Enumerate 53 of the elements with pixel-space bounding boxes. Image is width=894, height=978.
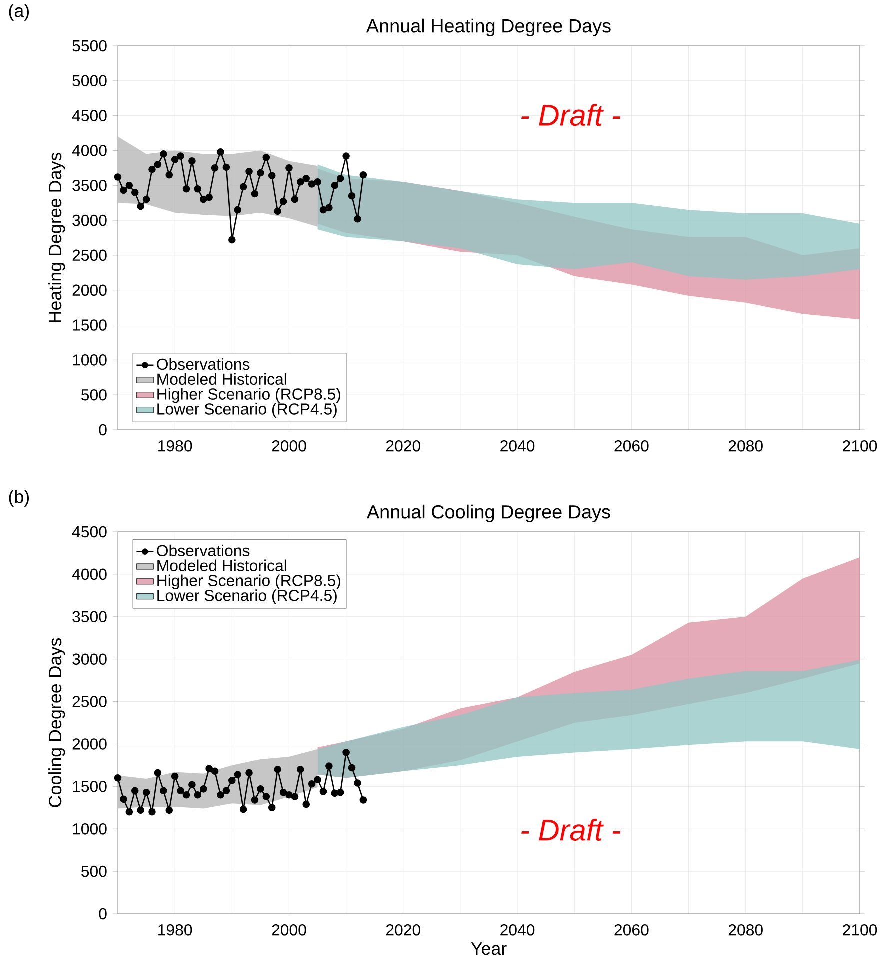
legend-label: Observations (157, 544, 250, 557)
y-tick-label: 5000 (72, 75, 107, 87)
x-tick-label: 2080 (728, 924, 763, 936)
text: (b) (9, 490, 29, 507)
y-tick-label: 1000 (73, 354, 107, 366)
y-tick-label: 2500 (72, 250, 107, 262)
x-tick-label: 2100 (843, 924, 878, 936)
annotation: - Draft - (522, 818, 621, 841)
y-tick-label: 4000 (72, 568, 107, 580)
y-axis-title: Cooling Degree Days (48, 638, 66, 808)
x-tick-label: 2040 (500, 440, 535, 452)
x-tick-label: 2020 (386, 440, 420, 452)
legend-label: Lower Scenario (RCP4.5) (158, 590, 337, 604)
text: (a) (9, 4, 29, 21)
legend-label: Lower Scenario (RCP4.5) (158, 403, 337, 418)
y-tick-label: 500 (82, 389, 107, 401)
y-tick-label: 4000 (72, 145, 107, 156)
x-tick-label: 2000 (272, 440, 306, 452)
x-tick-label: 2060 (614, 440, 649, 452)
x-tick-label: 2040 (500, 924, 535, 936)
x-axis-title: Year (471, 942, 507, 956)
x-tick-label: 1980 (158, 924, 192, 936)
x-tick-label: 2000 (272, 924, 306, 936)
y-tick-label: 1500 (73, 781, 107, 792)
x-tick-label: 2100 (843, 440, 878, 452)
annotation: - Draft - (522, 104, 621, 126)
x-tick-label: 1980 (158, 440, 192, 452)
y-tick-label: 2500 (72, 696, 107, 708)
legend-label: Higher Scenario (RCP8.5) (158, 388, 340, 404)
y-tick-label: 2000 (72, 738, 107, 750)
y-tick-label: 1000 (73, 823, 107, 835)
y-tick-label: 5500 (72, 40, 107, 52)
legend-label: Observations (157, 358, 250, 370)
y-axis-title: Heating Degree Days (48, 152, 66, 322)
y-tick-label: 4500 (72, 526, 107, 538)
chart-title: Annual Heating Degree Days (366, 18, 611, 36)
x-tick-label: 2060 (614, 924, 649, 936)
y-tick-label: 1500 (73, 320, 107, 331)
y-tick-label: 3500 (72, 180, 107, 192)
x-tick-label: 2020 (386, 924, 420, 936)
x-tick-label: 2080 (728, 440, 763, 452)
y-tick-label: 4500 (72, 110, 107, 122)
y-tick-label: 500 (82, 866, 107, 878)
y-tick-label: 0 (99, 908, 107, 920)
legend-label: Higher Scenario (RCP8.5) (158, 574, 340, 590)
chart-title: Annual Cooling Degree Days (366, 504, 610, 522)
y-tick-label: 0 (99, 424, 107, 436)
y-tick-label: 3000 (72, 654, 107, 665)
legend-label: Modeled Historical (158, 373, 286, 386)
legend-label: Modeled Historical (158, 560, 286, 572)
y-tick-label: 3000 (72, 214, 107, 226)
y-tick-label: 2000 (72, 284, 107, 296)
y-tick-label: 3500 (72, 611, 107, 623)
